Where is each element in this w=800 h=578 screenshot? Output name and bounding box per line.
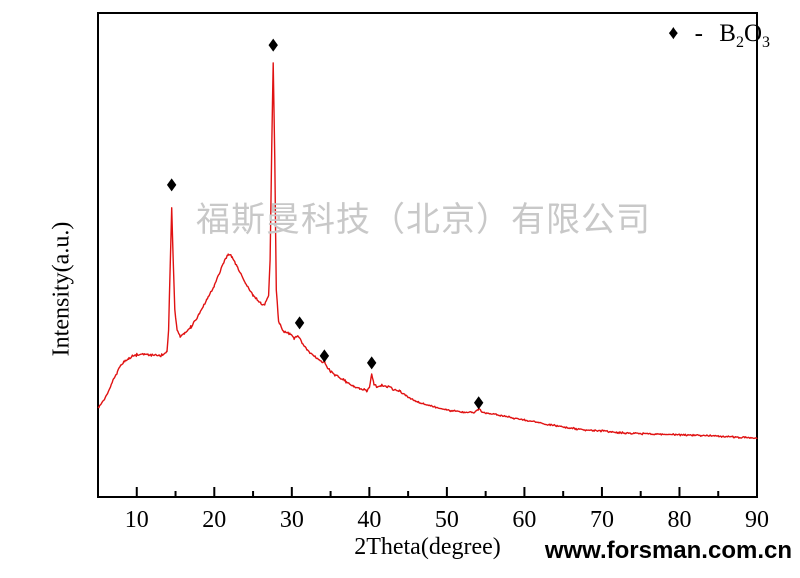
x-axis-label: 2Theta(degree) <box>354 534 501 560</box>
x-tick-label: 30 <box>280 507 304 533</box>
x-tick-label: 10 <box>125 507 149 533</box>
footer-url: www.forsman.com.cn <box>544 537 792 564</box>
legend-diamond-icon: ♦ <box>668 22 679 44</box>
legend-formula-subscript: 2 <box>735 34 744 51</box>
peak-marker-diamond-icon <box>319 349 330 363</box>
x-tick-label: 50 <box>435 507 459 533</box>
peak-marker-diamond-icon <box>473 396 484 410</box>
xrd-curve <box>97 62 758 440</box>
plot-border <box>97 12 758 498</box>
x-tick-label: 90 <box>745 507 769 533</box>
x-tick-label: 20 <box>202 507 226 533</box>
y-axis-label: Intensity(a.u.) <box>48 221 75 357</box>
peak-marker-diamond-icon <box>166 178 177 192</box>
watermark-text: 福斯曼科技（北京）有限公司 <box>196 201 651 239</box>
legend-formula-element: O <box>743 20 762 47</box>
peak-marker-diamond-icon <box>268 38 278 52</box>
x-tick-label: 80 <box>667 507 691 533</box>
x-tick-label: 70 <box>590 507 614 533</box>
peak-marker-diamond-icon <box>366 356 377 370</box>
legend-formula-b2o3: B2O3 <box>719 20 770 51</box>
legend: ♦ - B2O3 <box>668 20 770 52</box>
x-tick-label: 60 <box>512 507 536 533</box>
legend-formula-element: B <box>719 20 736 47</box>
x-tick-label: 40 <box>357 507 381 533</box>
peak-marker-diamond-icon <box>294 316 305 330</box>
legend-formula-subscript: 3 <box>762 34 770 51</box>
legend-separator: - <box>694 20 703 47</box>
